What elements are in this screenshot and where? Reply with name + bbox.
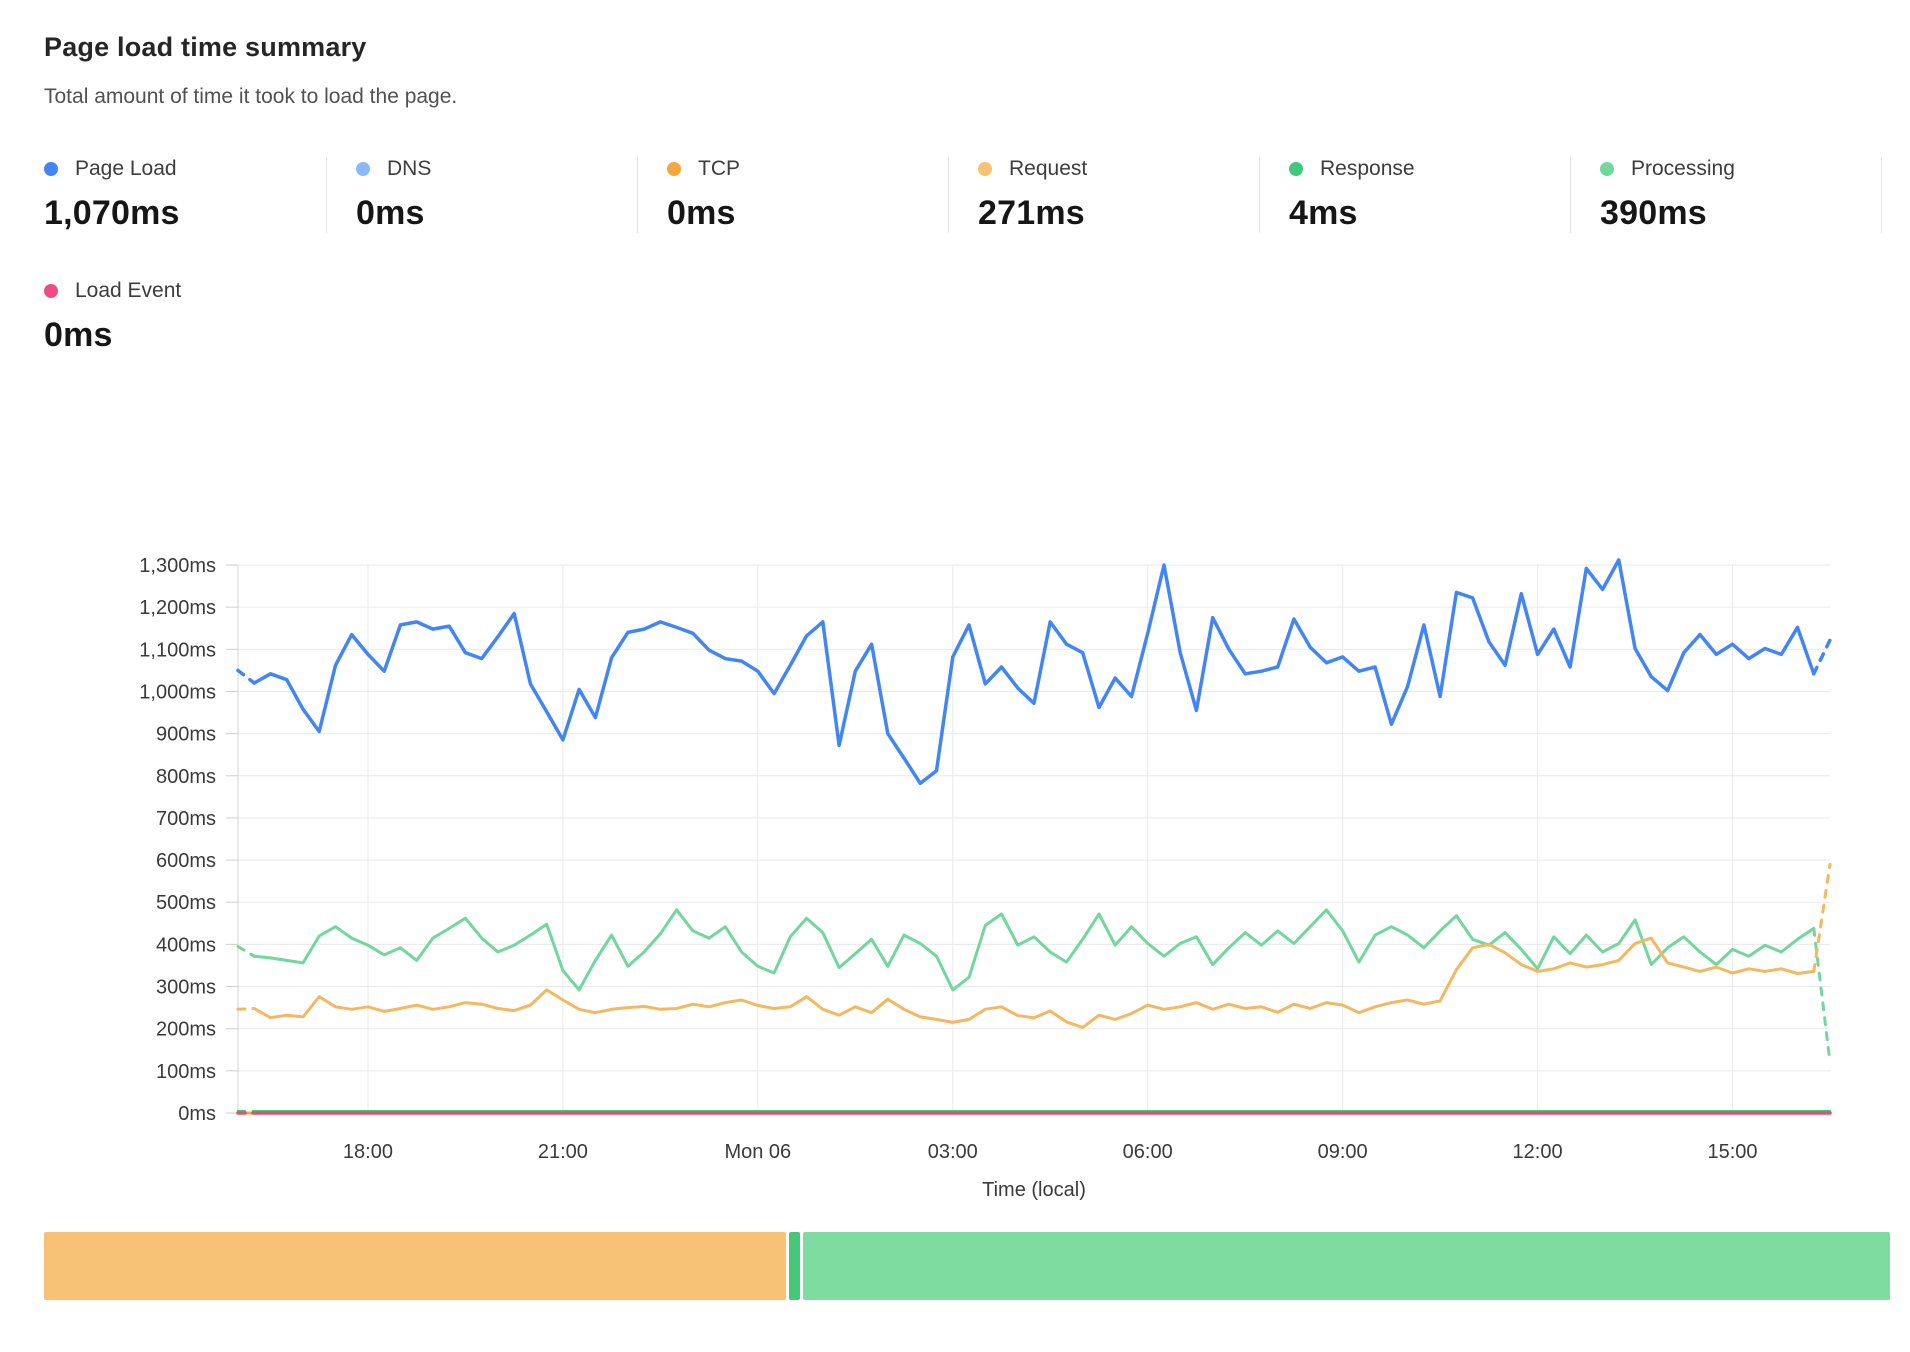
bar-segment-marker[interactable] xyxy=(788,1232,800,1300)
x-axis-label: Mon 06 xyxy=(724,1141,791,1163)
x-axis-label: 18:00 xyxy=(343,1141,393,1163)
stat-tcp[interactable]: TCP 0ms xyxy=(637,157,948,233)
series-page-load xyxy=(236,558,1832,786)
y-axis-label: 900ms xyxy=(156,724,216,746)
x-axis-label: 12:00 xyxy=(1513,1141,1563,1163)
stat-label: Load Event xyxy=(44,279,1890,303)
stat-processing[interactable]: Processing 390ms xyxy=(1570,157,1881,233)
legend-dot-page-load xyxy=(44,162,58,176)
stat-value: 271ms xyxy=(978,194,1085,232)
x-axis-label: 09:00 xyxy=(1318,1141,1368,1163)
legend-dot-processing xyxy=(1600,162,1614,176)
x-axis-label: 03:00 xyxy=(928,1141,978,1163)
y-axis-label: 1,300ms xyxy=(139,555,216,577)
stat-label: Response xyxy=(1289,157,1570,181)
stat-request[interactable]: Request 271ms xyxy=(948,157,1259,233)
y-axis-label: 1,000ms xyxy=(139,681,216,703)
legend-dot-tcp xyxy=(667,162,681,176)
stat-value: 0ms xyxy=(667,194,736,232)
stat-value: 0ms xyxy=(356,194,425,232)
stat-value: 4ms xyxy=(1289,194,1358,232)
stat-label: Processing xyxy=(1600,157,1881,181)
legend-dot-dns xyxy=(356,162,370,176)
y-axis-label: 600ms xyxy=(156,850,216,872)
stat-value: 390ms xyxy=(1600,194,1707,232)
series-request xyxy=(236,862,1832,1029)
legend-dot-response xyxy=(1289,162,1303,176)
stat-dns[interactable]: DNS 0ms xyxy=(326,157,637,233)
stat-label: DNS xyxy=(356,157,637,181)
x-axis-label: 06:00 xyxy=(1123,1141,1173,1163)
page-subtitle: Total amount of time it took to load the… xyxy=(44,85,458,108)
stat-value: 0ms xyxy=(44,316,113,354)
y-axis-label: 0ms xyxy=(178,1103,216,1125)
y-axis-label: 400ms xyxy=(156,934,216,956)
y-axis-label: 300ms xyxy=(156,977,216,999)
y-axis-label: 800ms xyxy=(156,766,216,788)
y-axis-label: 100ms xyxy=(156,1061,216,1083)
x-axis-label: 21:00 xyxy=(538,1141,588,1163)
legend-dot-request xyxy=(978,162,992,176)
page-title: Page load time summary xyxy=(44,32,367,62)
stat-load-event[interactable]: Load Event 0ms xyxy=(44,279,1890,355)
y-axis-label: 700ms xyxy=(156,808,216,830)
stat-page-load[interactable]: Page Load 1,070ms xyxy=(44,157,326,233)
stats-divider xyxy=(1881,157,1882,233)
status-timeline-bar[interactable] xyxy=(44,1232,1891,1300)
stat-value: 1,070ms xyxy=(44,194,180,232)
y-axis-label: 200ms xyxy=(156,1019,216,1041)
stat-response[interactable]: Response 4ms xyxy=(1259,157,1570,233)
chart-plot-area[interactable] xyxy=(238,565,1830,1113)
stat-label: Request xyxy=(978,157,1259,181)
bar-segment-degraded-period[interactable] xyxy=(44,1232,786,1300)
x-axis-label: 15:00 xyxy=(1707,1141,1757,1163)
y-axis-label: 1,200ms xyxy=(139,597,216,619)
legend-dot-load-event xyxy=(44,284,58,298)
x-axis-title: Time (local) xyxy=(982,1179,1086,1201)
summary-stats-row: Page Load 1,070ms DNS 0ms TCP 0ms Reques… xyxy=(44,157,1890,233)
y-axis-label: 1,100ms xyxy=(139,639,216,661)
panel: Page load time summary Total amount of t… xyxy=(44,32,1890,355)
stat-label: Page Load xyxy=(44,157,326,181)
y-axis-label: 500ms xyxy=(156,892,216,914)
bar-segment-passing-period[interactable] xyxy=(802,1232,1891,1300)
stat-label: TCP xyxy=(667,157,948,181)
